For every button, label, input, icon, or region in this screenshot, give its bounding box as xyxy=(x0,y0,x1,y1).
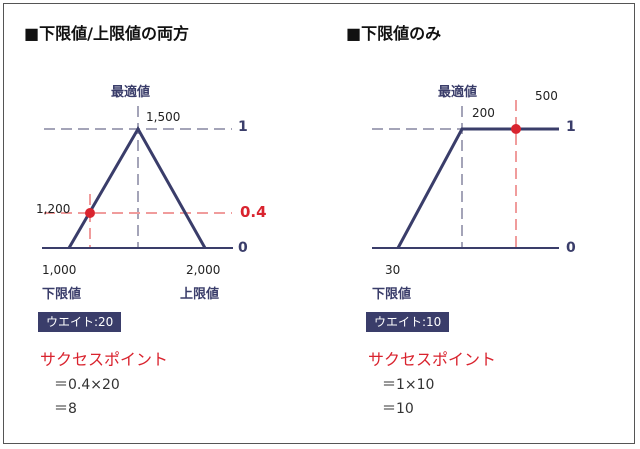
right-point-value: 500 xyxy=(535,89,558,103)
right-formula-2: ＝10 xyxy=(382,401,414,417)
left-x-low-value: 1,000 xyxy=(42,263,77,277)
left-panel-title: ■下限値/上限値の両方 xyxy=(24,24,189,43)
left-y-zero: 0 xyxy=(238,240,248,256)
right-optimal-value: 200 xyxy=(472,106,495,120)
right-panel-title: ■下限値のみ xyxy=(346,24,442,43)
left-x-low-label: 下限値 xyxy=(42,287,82,302)
left-formula-2: ＝8 xyxy=(54,401,77,417)
left-y-one: 1 xyxy=(238,119,248,135)
right-y-zero: 0 xyxy=(566,240,576,256)
right-optimal-label: 最適値 xyxy=(438,85,478,100)
left-success-point xyxy=(85,208,95,218)
left-y-point: 0.4 xyxy=(240,203,267,221)
right-formula-1: ＝1×10 xyxy=(382,377,435,393)
right-x-low-value: 30 xyxy=(385,263,401,277)
left-point-value: 1,200 xyxy=(36,202,71,216)
left-function-line xyxy=(67,125,207,249)
right-weight-badge: ウエイト:10 xyxy=(366,312,450,332)
right-x-low-label: 下限値 xyxy=(372,287,412,302)
right-y-one: 1 xyxy=(566,119,576,135)
right-success-title: サクセスポイント xyxy=(368,350,497,369)
left-chart xyxy=(42,106,233,249)
left-x-high-label: 上限値 xyxy=(180,287,220,302)
left-formula-1: ＝0.4×20 xyxy=(54,377,120,393)
left-optimal-label: 最適値 xyxy=(111,85,151,100)
left-weight-badge: ウエイト:20 xyxy=(38,312,122,332)
left-success-title: サクセスポイント xyxy=(40,350,169,369)
left-x-high-value: 2,000 xyxy=(186,263,221,277)
right-chart xyxy=(372,100,559,249)
right-function-line xyxy=(396,127,559,249)
diagram-frame xyxy=(3,3,635,444)
left-peak-value: 1,500 xyxy=(146,110,181,124)
right-success-point xyxy=(511,124,521,134)
